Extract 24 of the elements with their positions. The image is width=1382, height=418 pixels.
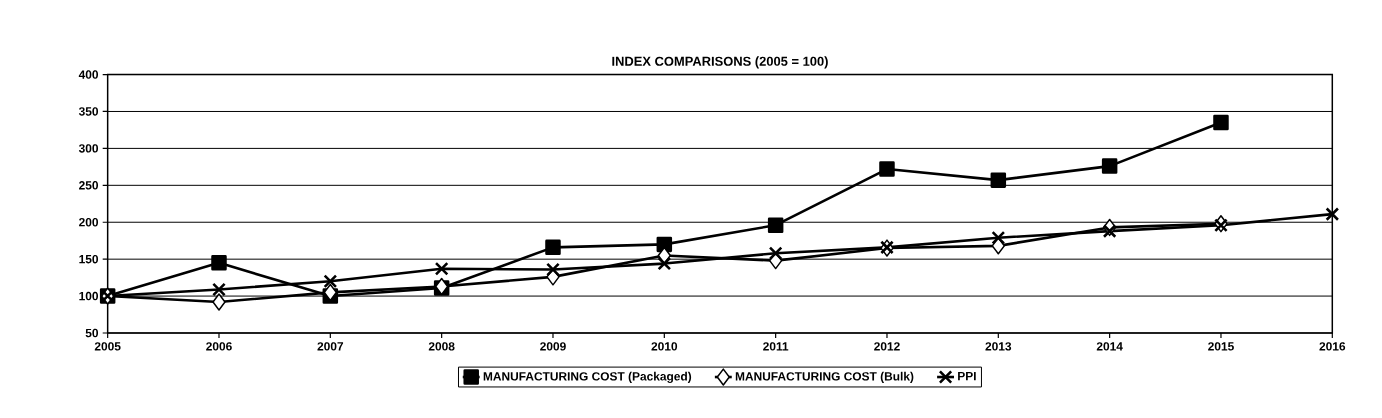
y-tick-label: 100 xyxy=(79,291,99,301)
x-tick-label: 2010 xyxy=(651,341,678,351)
y-tick-label: 400 xyxy=(78,70,99,79)
x-tick-label: 2016 xyxy=(1319,341,1346,351)
x-tick-label: 2015 xyxy=(1208,341,1234,351)
x-tick-label: 2008 xyxy=(428,341,455,351)
y-tick-label: 50 xyxy=(85,328,99,337)
x-tick-label: 2005 xyxy=(94,341,121,351)
legend-label: MANUFACTURING COST (Packaged) xyxy=(483,371,692,383)
x-tick-label: 2007 xyxy=(317,341,344,351)
x-tick-label: 2009 xyxy=(540,341,566,351)
y-tick-label: 300 xyxy=(78,143,99,153)
y-tick-label: 150 xyxy=(79,254,99,264)
y-tick-label: 200 xyxy=(79,217,99,227)
x-tick-label: 2012 xyxy=(874,341,900,351)
legend-label: PPI xyxy=(958,371,976,380)
y-tick-label: 250 xyxy=(79,180,99,190)
y-tick-label: 350 xyxy=(78,107,99,116)
x-tick-label: 2013 xyxy=(985,341,1012,351)
chart-title: INDEX COMPARISONS (2005 = 100) xyxy=(612,56,828,69)
x-tick-label: 2011 xyxy=(763,341,789,351)
x-tick-label: 2006 xyxy=(206,341,232,351)
legend-label: MANUFACTURING COST (Bulk) xyxy=(735,371,914,383)
x-tick-label: 2014 xyxy=(1096,341,1123,351)
